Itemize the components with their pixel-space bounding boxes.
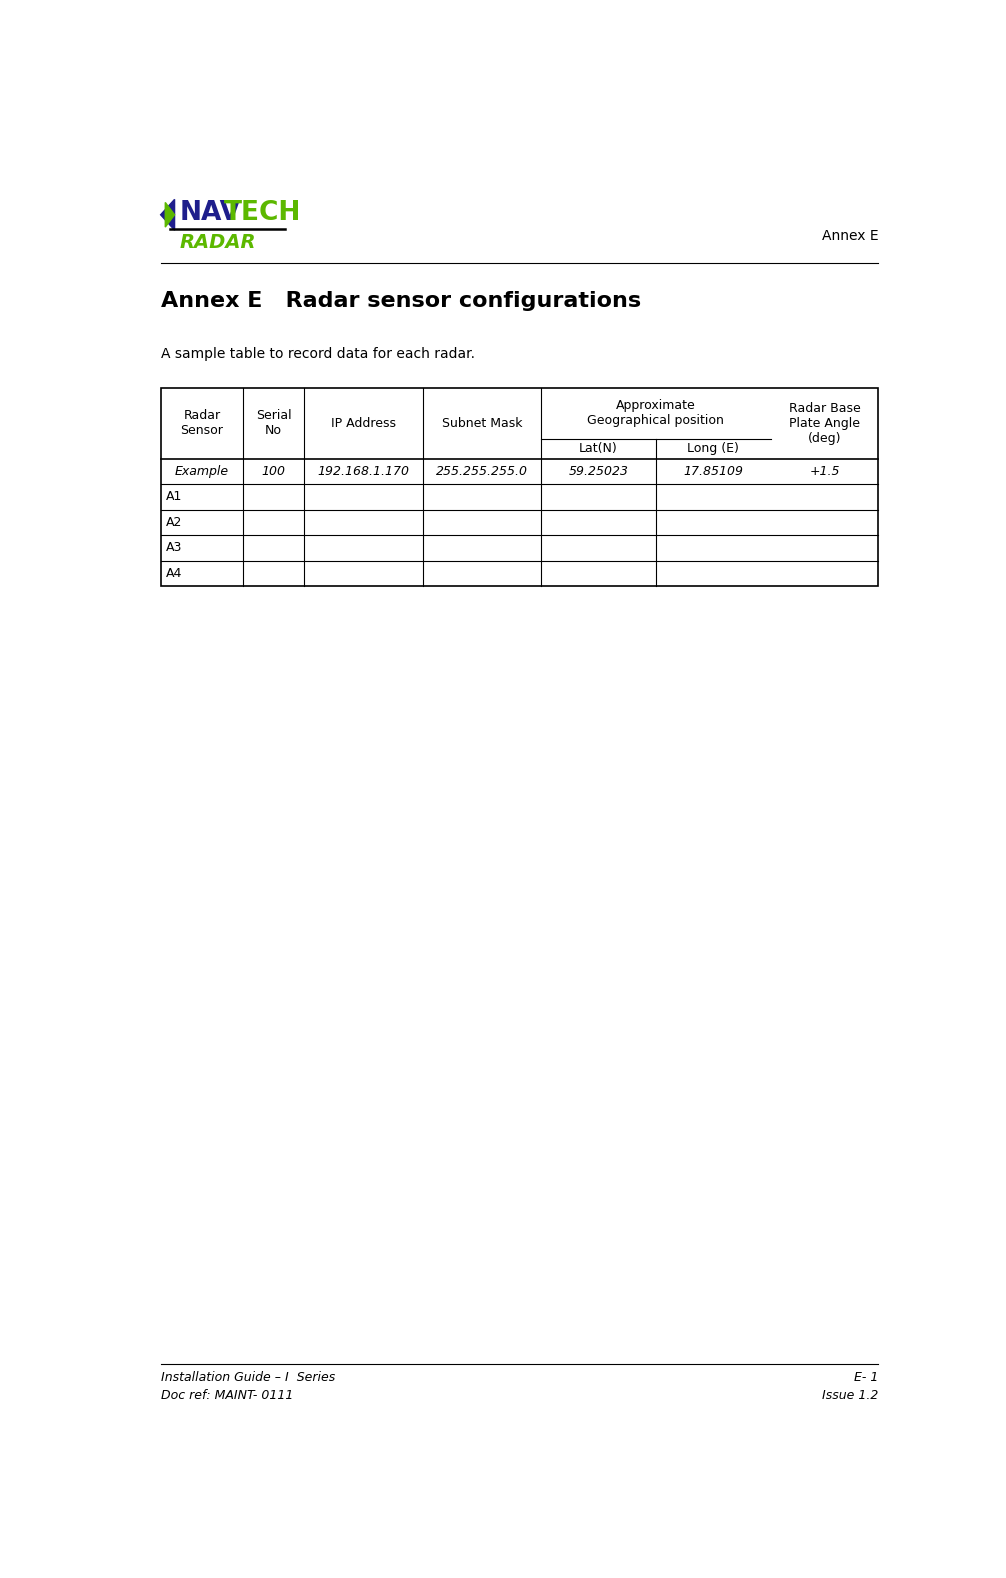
Text: Doc ref: MAINT- 0111: Doc ref: MAINT- 0111 [161,1389,293,1401]
Text: A sample table to record data for each radar.: A sample table to record data for each r… [161,347,475,361]
Text: Example: Example [175,466,229,478]
Text: Annex E: Annex E [822,229,878,243]
Polygon shape [165,202,175,227]
Text: +1.5: +1.5 [809,466,840,478]
Text: RADAR: RADAR [179,232,256,252]
Text: 255.255.255.0: 255.255.255.0 [436,466,528,478]
Text: Approximate
Geographical position: Approximate Geographical position [588,399,724,428]
Text: 59.25023: 59.25023 [568,466,629,478]
Text: 100: 100 [262,466,286,478]
Polygon shape [161,199,175,230]
Text: 192.168.1.170: 192.168.1.170 [317,466,409,478]
Text: NAV: NAV [179,199,240,226]
Text: A2: A2 [166,516,182,529]
Text: A1: A1 [166,491,182,503]
Text: 17.85109: 17.85109 [683,466,743,478]
Text: Issue 1.2: Issue 1.2 [822,1389,878,1401]
Text: Radar Base
Plate Angle
(deg): Radar Base Plate Angle (deg) [789,402,860,445]
Text: Radar
Sensor: Radar Sensor [180,409,223,437]
Text: Annex E   Radar sensor configurations: Annex E Radar sensor configurations [161,290,641,311]
Text: Subnet Mask: Subnet Mask [442,417,522,429]
Bar [161,388,878,585]
Text: A4: A4 [166,567,182,579]
Text: Installation Guide – I  Series: Installation Guide – I Series [161,1371,335,1384]
Text: TECH: TECH [224,199,302,226]
Text: Serial
No: Serial No [256,409,292,437]
Text: Long (E): Long (E) [687,442,739,456]
Text: E- 1: E- 1 [854,1371,878,1384]
Text: Lat(N): Lat(N) [579,442,618,456]
Text: IP Address: IP Address [331,417,396,429]
Text: A3: A3 [166,541,182,554]
